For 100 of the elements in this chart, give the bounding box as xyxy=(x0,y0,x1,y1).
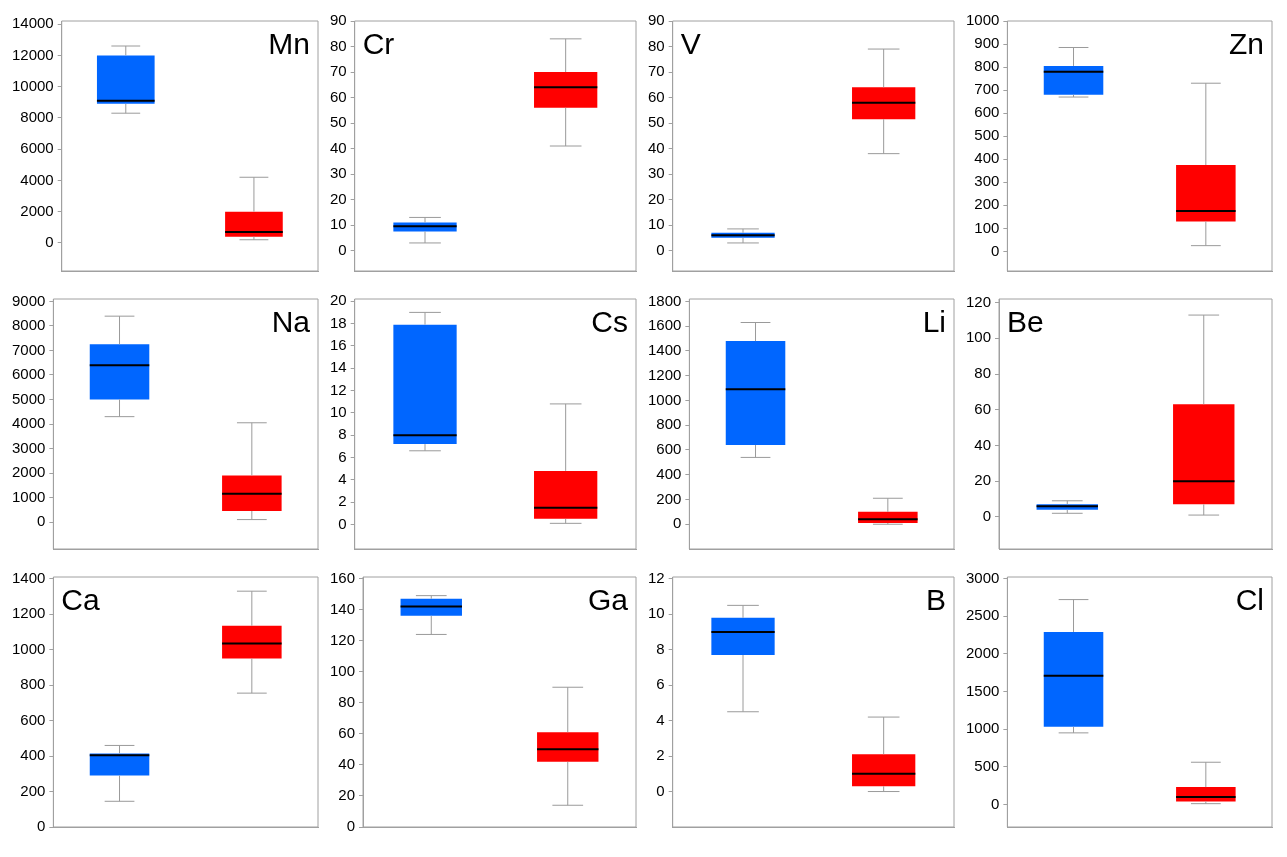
y-tick-label: 100 xyxy=(974,218,1000,236)
y-tick-label: 0 xyxy=(982,507,992,524)
y-tick-label: 0 xyxy=(37,817,46,835)
y-tick-label: 300 xyxy=(974,172,1000,190)
y-tick-label: 10 xyxy=(648,604,665,622)
y-tick-label: 600 xyxy=(20,710,46,728)
y-tick-label: 400 xyxy=(20,746,46,764)
y-tick-label: 1000 xyxy=(965,11,1000,29)
y-tick-label: 0 xyxy=(37,512,46,530)
y-tick-label: 40 xyxy=(338,755,356,773)
y-tick-label: 80 xyxy=(974,364,992,382)
y-tick-label: 0 xyxy=(656,240,665,258)
y-tick-label: 1400 xyxy=(11,568,46,586)
y-tick-label: 400 xyxy=(656,464,682,482)
y-tick-label: 40 xyxy=(974,435,992,453)
y-tick-label: 14000 xyxy=(11,14,54,32)
y-tick-label: 4 xyxy=(338,469,347,487)
y-tick-label: 3000 xyxy=(965,568,1000,586)
y-tick-label: 80 xyxy=(330,36,347,54)
y-tick-label: 1000 xyxy=(11,639,46,657)
y-tick-label: 90 xyxy=(330,11,347,29)
chart-title: Ga xyxy=(587,583,629,617)
y-tick-label: 0 xyxy=(338,240,347,258)
y-tick-label: 0 xyxy=(673,514,682,532)
y-tick-label: 800 xyxy=(656,415,682,433)
y-tick-label: 10000 xyxy=(11,76,54,94)
y-tick-label: 70 xyxy=(330,62,347,80)
y-tick-label: 20 xyxy=(338,786,356,804)
y-tick-label: 5000 xyxy=(11,389,46,407)
y-tick-label: 4000 xyxy=(20,170,54,188)
y-tick-label: 1000 xyxy=(11,487,46,505)
y-tick-label: 60 xyxy=(648,87,665,105)
y-tick-label: 2000 xyxy=(11,463,46,481)
chart-title: Cl xyxy=(1235,583,1264,617)
chart-title: V xyxy=(680,27,701,61)
y-tick-label: 120 xyxy=(966,292,992,310)
y-tick-label: 50 xyxy=(330,113,347,131)
chart-title: Ca xyxy=(61,583,101,617)
y-tick-label: 800 xyxy=(974,57,1000,75)
y-tick-label: 700 xyxy=(974,80,1000,98)
y-tick-label: 140 xyxy=(330,599,356,617)
chart-title: Be xyxy=(1007,305,1044,339)
y-tick-label: 40 xyxy=(648,138,665,156)
y-tick-label: 8000 xyxy=(20,108,54,126)
y-tick-label: 0 xyxy=(45,233,54,251)
y-tick-label: 400 xyxy=(974,149,1000,167)
y-tick-label: 1000 xyxy=(965,719,1000,737)
y-tick-label: 7000 xyxy=(11,340,46,358)
y-tick-label: 60 xyxy=(974,399,992,417)
y-tick-label: 10 xyxy=(648,215,665,233)
y-tick-label: 80 xyxy=(648,36,665,54)
y-tick-label: 60 xyxy=(330,87,347,105)
y-tick-label: 2500 xyxy=(965,606,1000,624)
y-tick-label: 3000 xyxy=(11,438,46,456)
y-tick-label: 600 xyxy=(974,103,1000,121)
y-tick-label: 1200 xyxy=(647,365,682,383)
chart-title: Mn xyxy=(268,27,310,61)
chart-title: B xyxy=(925,583,946,617)
chart-title: Na xyxy=(271,305,311,339)
y-tick-label: 12 xyxy=(330,380,347,398)
y-tick-label: 120 xyxy=(330,630,356,648)
y-tick-label: 70 xyxy=(648,62,665,80)
y-tick-label: 10 xyxy=(330,402,347,420)
y-tick-label: 100 xyxy=(966,328,992,346)
y-tick-label: 200 xyxy=(20,781,46,799)
y-tick-label: 8000 xyxy=(11,316,46,334)
y-tick-label: 2000 xyxy=(20,201,54,219)
y-tick-label: 0 xyxy=(991,241,1000,259)
y-tick-label: 1400 xyxy=(647,341,682,359)
y-tick-label: 2000 xyxy=(965,643,1000,661)
y-tick-label: 8 xyxy=(338,425,347,443)
y-tick-label: 18 xyxy=(330,313,347,331)
y-tick-label: 20 xyxy=(330,291,347,309)
y-tick-label: 900 xyxy=(974,34,1000,52)
y-tick-label: 20 xyxy=(974,471,992,489)
y-tick-label: 20 xyxy=(330,189,347,207)
y-tick-label: 6000 xyxy=(11,365,46,383)
y-tick-label: 100 xyxy=(330,661,356,679)
y-tick-label: 12000 xyxy=(11,45,54,63)
y-tick-label: 90 xyxy=(648,11,665,29)
y-tick-label: 0 xyxy=(338,514,347,532)
y-tick-label: 40 xyxy=(330,138,347,156)
y-tick-label: 1000 xyxy=(647,390,682,408)
y-tick-label: 160 xyxy=(330,568,356,586)
y-tick-label: 20 xyxy=(648,189,665,207)
y-tick-label: 12 xyxy=(648,568,665,586)
y-tick-label: 4 xyxy=(656,710,665,728)
y-tick-label: 2 xyxy=(338,492,347,510)
y-tick-label: 1600 xyxy=(647,316,682,334)
y-tick-label: 0 xyxy=(346,817,356,835)
y-tick-label: 600 xyxy=(656,440,682,458)
y-tick-label: 16 xyxy=(330,336,347,354)
y-tick-label: 4000 xyxy=(11,414,46,432)
chart-title: Zn xyxy=(1228,27,1264,61)
y-tick-label: 500 xyxy=(974,756,1000,774)
y-tick-label: 60 xyxy=(338,723,356,741)
y-tick-label: 10 xyxy=(330,215,347,233)
y-tick-label: 800 xyxy=(20,675,46,693)
y-tick-label: 30 xyxy=(648,164,665,182)
chart-title: Cs xyxy=(591,305,628,339)
